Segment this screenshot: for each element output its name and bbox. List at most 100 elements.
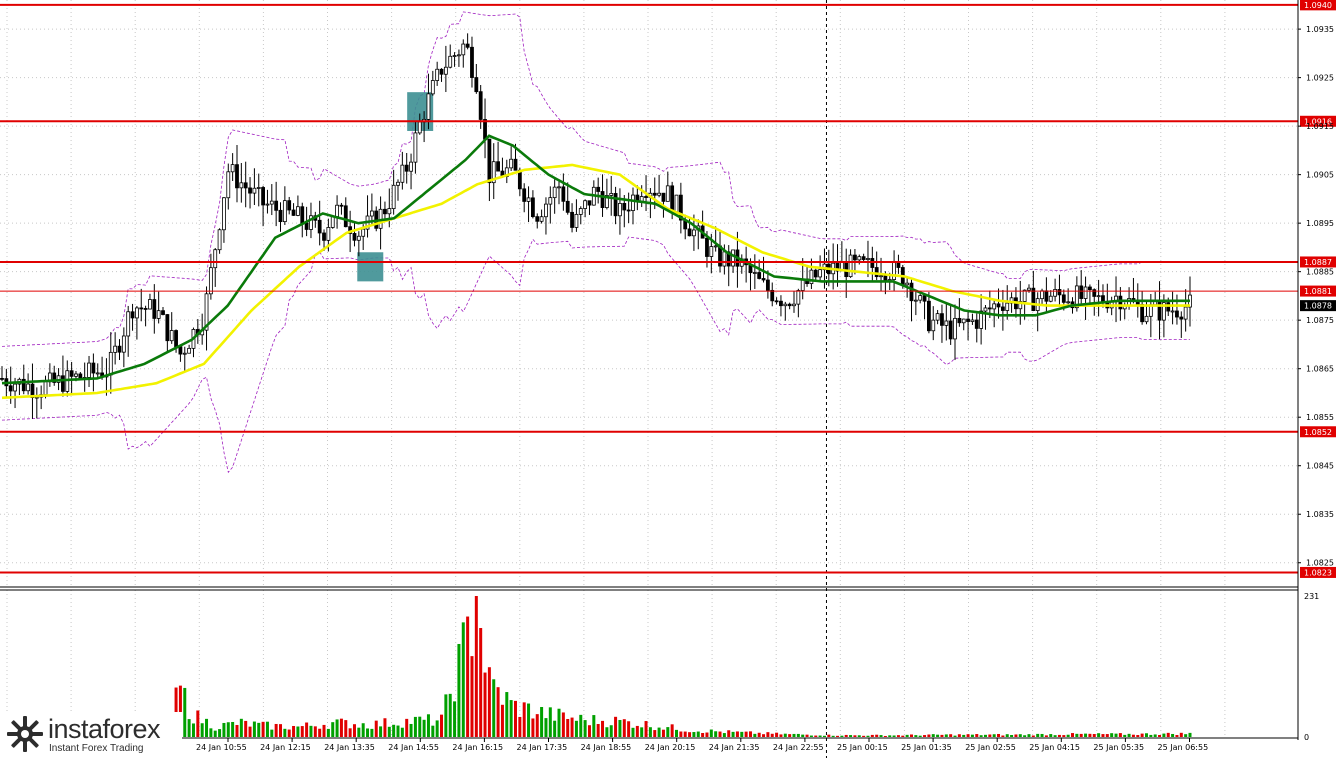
y-tick-label: 1.0855 — [1306, 413, 1334, 422]
candle-bull — [809, 269, 814, 285]
volume-bar — [196, 710, 200, 737]
candle-bull — [548, 197, 553, 205]
candle-bear — [1031, 287, 1036, 311]
volume-bar — [279, 724, 283, 737]
volume-bar — [918, 735, 922, 737]
volume-bar — [505, 692, 509, 737]
candle-bull — [1161, 302, 1166, 321]
candle-bull — [330, 216, 335, 228]
volume-bar — [283, 728, 287, 737]
volume-bar — [400, 727, 404, 737]
volume-bar — [483, 672, 487, 737]
volume-bar — [944, 734, 948, 737]
volume-bar — [622, 719, 626, 737]
volume-bar — [1092, 734, 1096, 737]
candle-bull — [866, 258, 870, 260]
volume-bar — [352, 724, 356, 737]
volume-bar — [248, 726, 252, 737]
volume-bar — [644, 721, 648, 737]
candle-bull — [461, 43, 466, 56]
volume-bar — [661, 729, 665, 737]
volume-bar — [1040, 733, 1044, 737]
price-level-tag — [1300, 566, 1336, 578]
candle-bear — [874, 267, 879, 278]
volume-bar — [683, 731, 687, 737]
volume-bar — [1036, 733, 1040, 737]
volume-bar — [653, 730, 657, 737]
x-tick-label: 24 Jan 21:35 — [709, 743, 760, 752]
x-tick-label: 24 Jan 20:15 — [645, 743, 696, 752]
y-tick-label: 1.0825 — [1306, 559, 1334, 568]
volume-bar — [191, 723, 195, 737]
candle-bull — [148, 299, 152, 310]
candle-bull — [583, 200, 588, 209]
candle-bull — [269, 200, 274, 205]
candle-bear — [496, 161, 500, 172]
candle-bull — [87, 362, 91, 378]
volume-bar — [500, 704, 504, 737]
volume-bar — [531, 718, 535, 737]
candle-bull — [983, 307, 988, 312]
candle-bear — [522, 188, 527, 202]
volume-bar — [640, 727, 644, 737]
candle-bull — [426, 93, 431, 120]
volume-bar — [222, 722, 226, 737]
volume-bar — [714, 731, 718, 737]
volume-bar — [522, 702, 526, 737]
candle-bull — [113, 345, 118, 353]
upper-band-line — [1, 11, 1190, 347]
current-price-label: 1.0878 — [1304, 302, 1332, 311]
volume-bar — [440, 714, 444, 737]
volume-bar — [335, 719, 339, 737]
candle-bear — [779, 300, 783, 307]
candle-bull — [731, 249, 735, 267]
volume-bar — [836, 735, 840, 737]
volume-bar — [627, 721, 631, 737]
volume-bar — [862, 735, 866, 737]
volume-bar — [1049, 734, 1053, 737]
candle-bull — [918, 295, 923, 301]
volume-bar — [383, 718, 387, 737]
volume-bar — [740, 731, 744, 737]
candle-bull — [1083, 286, 1088, 299]
volume-bar — [235, 724, 239, 737]
lower-band-line — [1, 236, 1190, 474]
candle-bull — [1066, 301, 1071, 304]
candle-bear — [439, 68, 444, 75]
candle-bear — [813, 269, 818, 278]
signal-box — [357, 252, 384, 282]
y-tick-label: 1.0935 — [1306, 25, 1334, 34]
volume-bar — [748, 731, 752, 737]
candle-bear — [870, 258, 875, 268]
candle-bull — [509, 158, 514, 169]
candle-bear — [670, 185, 675, 214]
volume-bar — [1071, 733, 1075, 737]
volume-bar — [1127, 733, 1131, 737]
candle-bear — [774, 300, 779, 303]
candle-bull — [979, 310, 984, 329]
candle-bear — [278, 209, 283, 223]
candle-bull — [435, 68, 440, 81]
candle-bull — [796, 290, 801, 305]
candle-bull — [309, 215, 313, 230]
price-level-label: 1.0887 — [1304, 258, 1332, 267]
candle-bear — [596, 186, 601, 192]
candle-bull — [674, 194, 679, 214]
candle-bear — [343, 205, 348, 228]
volume-bar — [479, 628, 483, 737]
candle-bear — [613, 193, 618, 217]
candle-bear — [974, 319, 979, 329]
y-tick-label: 1.0845 — [1306, 462, 1334, 471]
volume-bar — [540, 707, 544, 737]
volume-bar — [1184, 734, 1188, 737]
candle-bull — [609, 193, 614, 196]
volume-bar — [701, 732, 705, 737]
price-level-label: 1.0881 — [1304, 287, 1332, 296]
volume-bar — [675, 729, 679, 737]
price-level-tag — [1300, 115, 1336, 127]
candle-bull — [387, 208, 392, 215]
volume-bar — [205, 718, 209, 737]
instaforex-logo: instaforex Instant Forex Trading — [0, 712, 182, 758]
